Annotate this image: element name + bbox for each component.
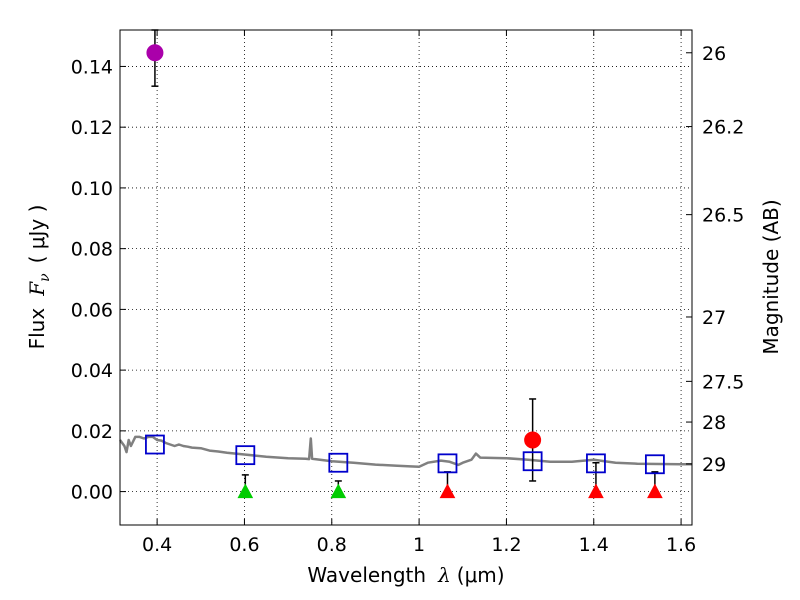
model-sed-line (118, 435, 692, 468)
x-tick-label: 1.2 (491, 534, 521, 556)
x-tick-label: 0.8 (317, 534, 347, 556)
model-photometry-square (586, 453, 606, 474)
x-tick-label: 1.6 (666, 534, 696, 556)
y-tick-label: 0.02 (71, 421, 113, 443)
upper-limit-triangle (330, 483, 347, 499)
x-tick-label: 0.4 (142, 534, 172, 556)
y-tick-label: 0.10 (71, 178, 113, 200)
y2-tick-label: 27.5 (702, 371, 744, 393)
y-tick-label: 0.04 (71, 360, 113, 382)
model-sed-layer (118, 435, 692, 468)
y2-tick-label: 26.5 (702, 205, 744, 227)
plot-background (120, 30, 692, 525)
model-photometry-square (328, 452, 349, 473)
markers-layer (145, 44, 665, 499)
x-tick-label: 1 (413, 534, 425, 556)
y-tick-label: 0.00 (71, 482, 113, 504)
upper-limit-triangle (588, 483, 604, 499)
upper-limit-triangle (647, 483, 663, 499)
x-tick-label: 0.6 (229, 534, 259, 556)
y2-tick-label: 26.2 (702, 117, 744, 139)
detection-point (524, 431, 542, 449)
upper-limit-triangle (439, 483, 456, 499)
y-axis-label: FluxFν( μJy ) (25, 205, 53, 350)
model-photometry-square (522, 451, 543, 472)
y-tick-label: 0.12 (71, 117, 113, 139)
upper-limit-triangle (237, 483, 254, 499)
y-tick-label: 0.14 (71, 56, 113, 78)
y2-tick-label: 26 (702, 43, 726, 65)
y2-tick-label: 29 (702, 454, 726, 476)
model-photometry-square (145, 434, 165, 455)
x-axis-label: Wavelength λ (μm) (307, 563, 504, 587)
model-photometry-square (437, 453, 458, 474)
model-photometry-square (644, 454, 665, 475)
x-tick-label: 1.4 (579, 534, 609, 556)
y-tick-label: 0.08 (71, 239, 113, 261)
y2-axis-label: Magnitude (AB) (759, 199, 783, 354)
ticks-layer: 0.4 0.6 0.8 1 1.2 1.4 1.6 0.00 0.02 0.04 0.06 0.08 0… (71, 30, 744, 556)
y-tick-label: 0.06 (71, 299, 113, 321)
y2-tick-label: 27 (702, 307, 726, 329)
model-photometry-square (235, 445, 256, 466)
y2-tick-label: 28 (702, 412, 726, 434)
detection-point (146, 44, 164, 62)
plot-frame (119, 29, 693, 526)
